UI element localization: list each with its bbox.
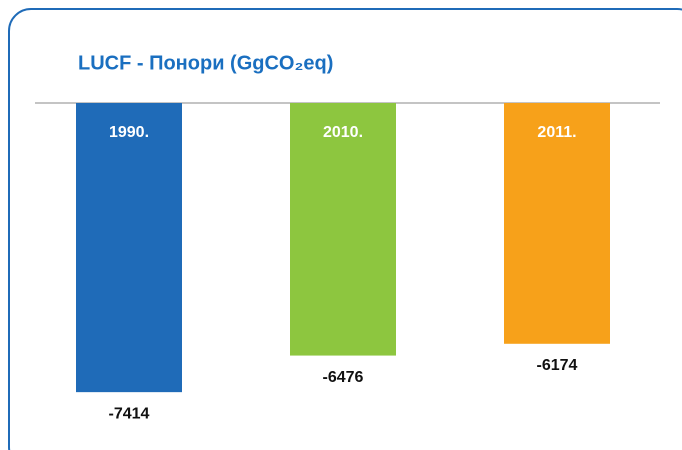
category-label: 2010. [323, 124, 363, 141]
category-label: 2011. [537, 124, 576, 141]
bar [504, 103, 610, 344]
chart-title: LUCF - Понори (GgCO₂eq) [78, 52, 333, 74]
bar [290, 103, 396, 356]
bar [76, 103, 182, 393]
value-label: -6174 [537, 357, 578, 374]
value-label: -7414 [109, 405, 150, 422]
category-label: 1990. [109, 124, 149, 141]
value-label: -6476 [323, 369, 364, 386]
